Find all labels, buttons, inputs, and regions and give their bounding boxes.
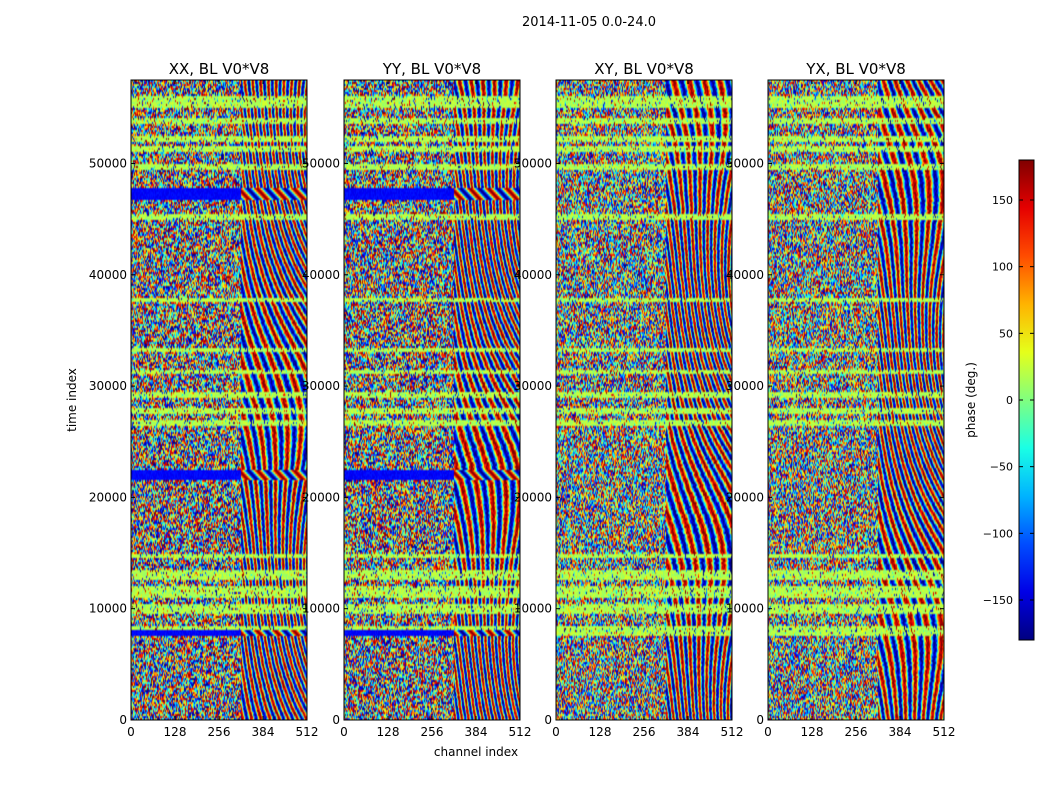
panel-xy: XY, BL V0*V8 0 128 256 384 512 0 10000 20000 3000…: [514, 60, 744, 739]
panel-title: XY, BL V0*V8: [594, 60, 694, 78]
x-axis-label: channel index: [434, 745, 518, 759]
y-tick-label: 30000: [89, 379, 127, 393]
y-tick-label: 0: [119, 713, 127, 727]
x-tick-label: 0: [764, 725, 772, 739]
y-tick-label: 10000: [726, 602, 764, 616]
x-tick-label: 512: [721, 725, 744, 739]
x-tick-label: 0: [127, 725, 135, 739]
y-tick-label: 30000: [302, 379, 340, 393]
y-tick-label: 50000: [89, 156, 127, 170]
y-tick-label: 40000: [726, 268, 764, 282]
x-tick-label: 512: [933, 725, 956, 739]
colorbar-label: phase (deg.): [964, 362, 978, 438]
colorbar-tick-label: 0: [1006, 394, 1013, 407]
x-tick-label: 512: [509, 725, 532, 739]
colorbar-tick-label: 150: [992, 194, 1013, 207]
x-tick-label: 128: [164, 725, 187, 739]
y-tick-label: 40000: [302, 268, 340, 282]
x-tick-label: 384: [889, 725, 912, 739]
y-tick-label: 20000: [89, 490, 127, 504]
y-axis-label: time index: [65, 368, 79, 432]
y-tick-label: 0: [332, 713, 340, 727]
y-tick-label: 20000: [514, 490, 552, 504]
x-tick-label: 128: [801, 725, 824, 739]
heatmap-image-xy: [556, 80, 732, 720]
x-tick-label: 256: [421, 725, 444, 739]
x-tick-label: 0: [552, 725, 560, 739]
x-tick-label: 256: [633, 725, 656, 739]
y-tick-label: 20000: [302, 490, 340, 504]
y-tick-label: 40000: [89, 268, 127, 282]
x-tick-label: 256: [845, 725, 868, 739]
heatmap-image-yy: [344, 80, 520, 720]
panels-group: XX, BL V0*V8 0 128 256 384 512 0 10000 20000 3000…: [89, 60, 956, 739]
panel-title: XX, BL V0*V8: [169, 60, 270, 78]
panel-yy: YY, BL V0*V8 0 128 256 384 512 0 10000 20000 3000…: [302, 60, 532, 739]
colorbar: −150 −100 −50 0 50 100 150: [983, 159, 1035, 641]
figure-suptitle: 2014-11-05 0.0-24.0: [522, 15, 656, 30]
panel-title: YY, BL V0*V8: [382, 60, 481, 78]
colorbar-tick-label: −150: [983, 594, 1013, 607]
colorbar-tick-label: −50: [990, 461, 1013, 474]
colorbar-tick-label: 50: [999, 327, 1013, 340]
y-tick-label: 10000: [89, 602, 127, 616]
y-tick-label: 50000: [302, 156, 340, 170]
heatmap-image-yx: [768, 80, 944, 720]
x-tick-label: 384: [677, 725, 700, 739]
y-tick-label: 40000: [514, 268, 552, 282]
panel-xx: XX, BL V0*V8 0 128 256 384 512 0 10000 20000 3000…: [89, 60, 319, 739]
y-tick-label: 30000: [726, 379, 764, 393]
y-tick-label: 10000: [514, 602, 552, 616]
x-tick-label: 384: [252, 725, 275, 739]
y-tick-label: 50000: [726, 156, 764, 170]
x-tick-label: 128: [377, 725, 400, 739]
x-tick-label: 256: [208, 725, 231, 739]
x-tick-label: 0: [340, 725, 348, 739]
x-tick-label: 512: [296, 725, 319, 739]
panel-yx: YX, BL V0*V8 0 128 256 384 512 0 10000 20000 3000…: [726, 60, 956, 739]
x-tick-label: 128: [589, 725, 612, 739]
y-tick-label: 10000: [302, 602, 340, 616]
colorbar-tick-label: 100: [992, 261, 1013, 274]
panel-title: YX, BL V0*V8: [805, 60, 906, 78]
colorbar-tick-label: −100: [983, 527, 1013, 540]
y-tick-label: 30000: [514, 379, 552, 393]
y-tick-label: 50000: [514, 156, 552, 170]
y-tick-label: 0: [756, 713, 764, 727]
heatmap-image-xx: [131, 80, 307, 720]
y-tick-label: 20000: [726, 490, 764, 504]
x-tick-label: 384: [465, 725, 488, 739]
y-tick-label: 0: [544, 713, 552, 727]
